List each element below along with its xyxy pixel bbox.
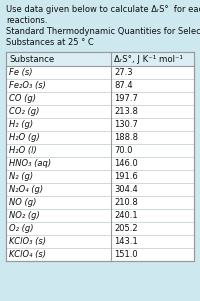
Text: Substance: Substance xyxy=(9,54,54,64)
Text: O₂ (g): O₂ (g) xyxy=(9,224,34,233)
Text: 151.0: 151.0 xyxy=(114,250,138,259)
Text: 146.0: 146.0 xyxy=(114,159,138,168)
Text: KClO₃ (s): KClO₃ (s) xyxy=(9,237,46,246)
Text: 130.7: 130.7 xyxy=(114,120,138,129)
Text: CO (g): CO (g) xyxy=(9,94,36,103)
Text: Standard Thermodynamic Quantities for Selected: Standard Thermodynamic Quantities for Se… xyxy=(6,27,200,36)
Text: N₂O₄ (g): N₂O₄ (g) xyxy=(9,185,43,194)
Text: 213.8: 213.8 xyxy=(114,107,138,116)
Text: NO (g): NO (g) xyxy=(9,198,36,207)
Text: 304.4: 304.4 xyxy=(114,185,138,194)
Bar xyxy=(6,52,194,66)
Text: 191.6: 191.6 xyxy=(114,172,138,181)
Text: 27.3: 27.3 xyxy=(114,68,133,77)
Text: Fe₂O₃ (s): Fe₂O₃ (s) xyxy=(9,81,46,90)
Text: 197.7: 197.7 xyxy=(114,94,138,103)
Text: 240.1: 240.1 xyxy=(114,211,138,220)
Text: Substances at 25 ° C: Substances at 25 ° C xyxy=(6,38,94,47)
Text: KClO₄ (s): KClO₄ (s) xyxy=(9,250,46,259)
Text: N₂ (g): N₂ (g) xyxy=(9,172,33,181)
Text: H₂ (g): H₂ (g) xyxy=(9,120,33,129)
Text: HNO₃ (aq): HNO₃ (aq) xyxy=(9,159,51,168)
Text: H₂O (l): H₂O (l) xyxy=(9,146,37,155)
Text: 205.2: 205.2 xyxy=(114,224,138,233)
Text: 87.4: 87.4 xyxy=(114,81,133,90)
Text: H₂O (g): H₂O (g) xyxy=(9,133,40,142)
Bar xyxy=(6,52,194,261)
Text: 70.0: 70.0 xyxy=(114,146,133,155)
Text: NO₂ (g): NO₂ (g) xyxy=(9,211,40,220)
Text: Use data given below to calculate ΔᵣS°  for each of the: Use data given below to calculate ΔᵣS° f… xyxy=(6,5,200,14)
Text: 143.1: 143.1 xyxy=(114,237,138,246)
Text: CO₂ (g): CO₂ (g) xyxy=(9,107,39,116)
Text: 210.8: 210.8 xyxy=(114,198,138,207)
Text: 188.8: 188.8 xyxy=(114,133,138,142)
Text: ΔᵣS°, J K⁻¹ mol⁻¹: ΔᵣS°, J K⁻¹ mol⁻¹ xyxy=(114,54,183,64)
Text: reactions.: reactions. xyxy=(6,16,48,25)
Text: Fe (s): Fe (s) xyxy=(9,68,32,77)
